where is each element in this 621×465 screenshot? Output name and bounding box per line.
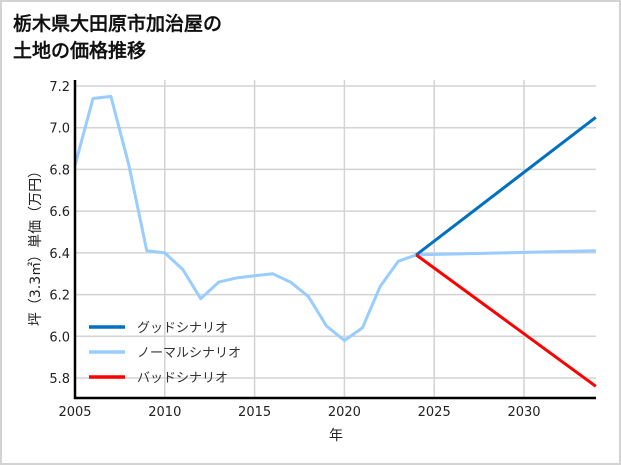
y-tick-label: 6.6 xyxy=(49,205,70,220)
x-tick-label: 2030 xyxy=(507,405,540,420)
y-tick-label: 6.0 xyxy=(49,330,70,345)
axes xyxy=(73,80,596,400)
legend-label: バッドシナリオ xyxy=(137,371,228,386)
y-axis-label: 坪（3.3㎡）単価（万円） xyxy=(28,164,44,326)
y-tick-label: 6.8 xyxy=(49,163,70,178)
series-lines xyxy=(73,94,597,388)
x-tick-label: 2010 xyxy=(148,405,181,420)
y-tick-label: 5.8 xyxy=(49,372,70,387)
gridlines xyxy=(75,80,596,398)
tick-labels: 5.8 6.0 6.2 6.4 6.6 6.8 7.0 7.2 2005 2010 2015 2020… xyxy=(49,80,540,420)
legend-label: ノーマルシナリオ xyxy=(137,346,241,361)
series-line xyxy=(415,253,597,388)
legend-label: グッドシナリオ xyxy=(137,321,228,336)
y-tick-label: 6.2 xyxy=(49,289,70,304)
series-line xyxy=(415,116,597,257)
series-line xyxy=(73,94,596,342)
x-tick-label: 2005 xyxy=(58,405,91,420)
y-tick-label: 7.0 xyxy=(49,122,70,137)
x-tick-label: 2025 xyxy=(418,405,451,420)
y-tick-label: 7.2 xyxy=(49,80,70,95)
x-tick-label: 2020 xyxy=(328,405,361,420)
y-tick-label: 6.4 xyxy=(49,247,70,262)
chart-title: 栃木県大田原市加治屋の 土地の価格推移 xyxy=(13,13,223,62)
x-tick-label: 2015 xyxy=(238,405,271,420)
x-axis-label: 年 xyxy=(329,428,343,444)
